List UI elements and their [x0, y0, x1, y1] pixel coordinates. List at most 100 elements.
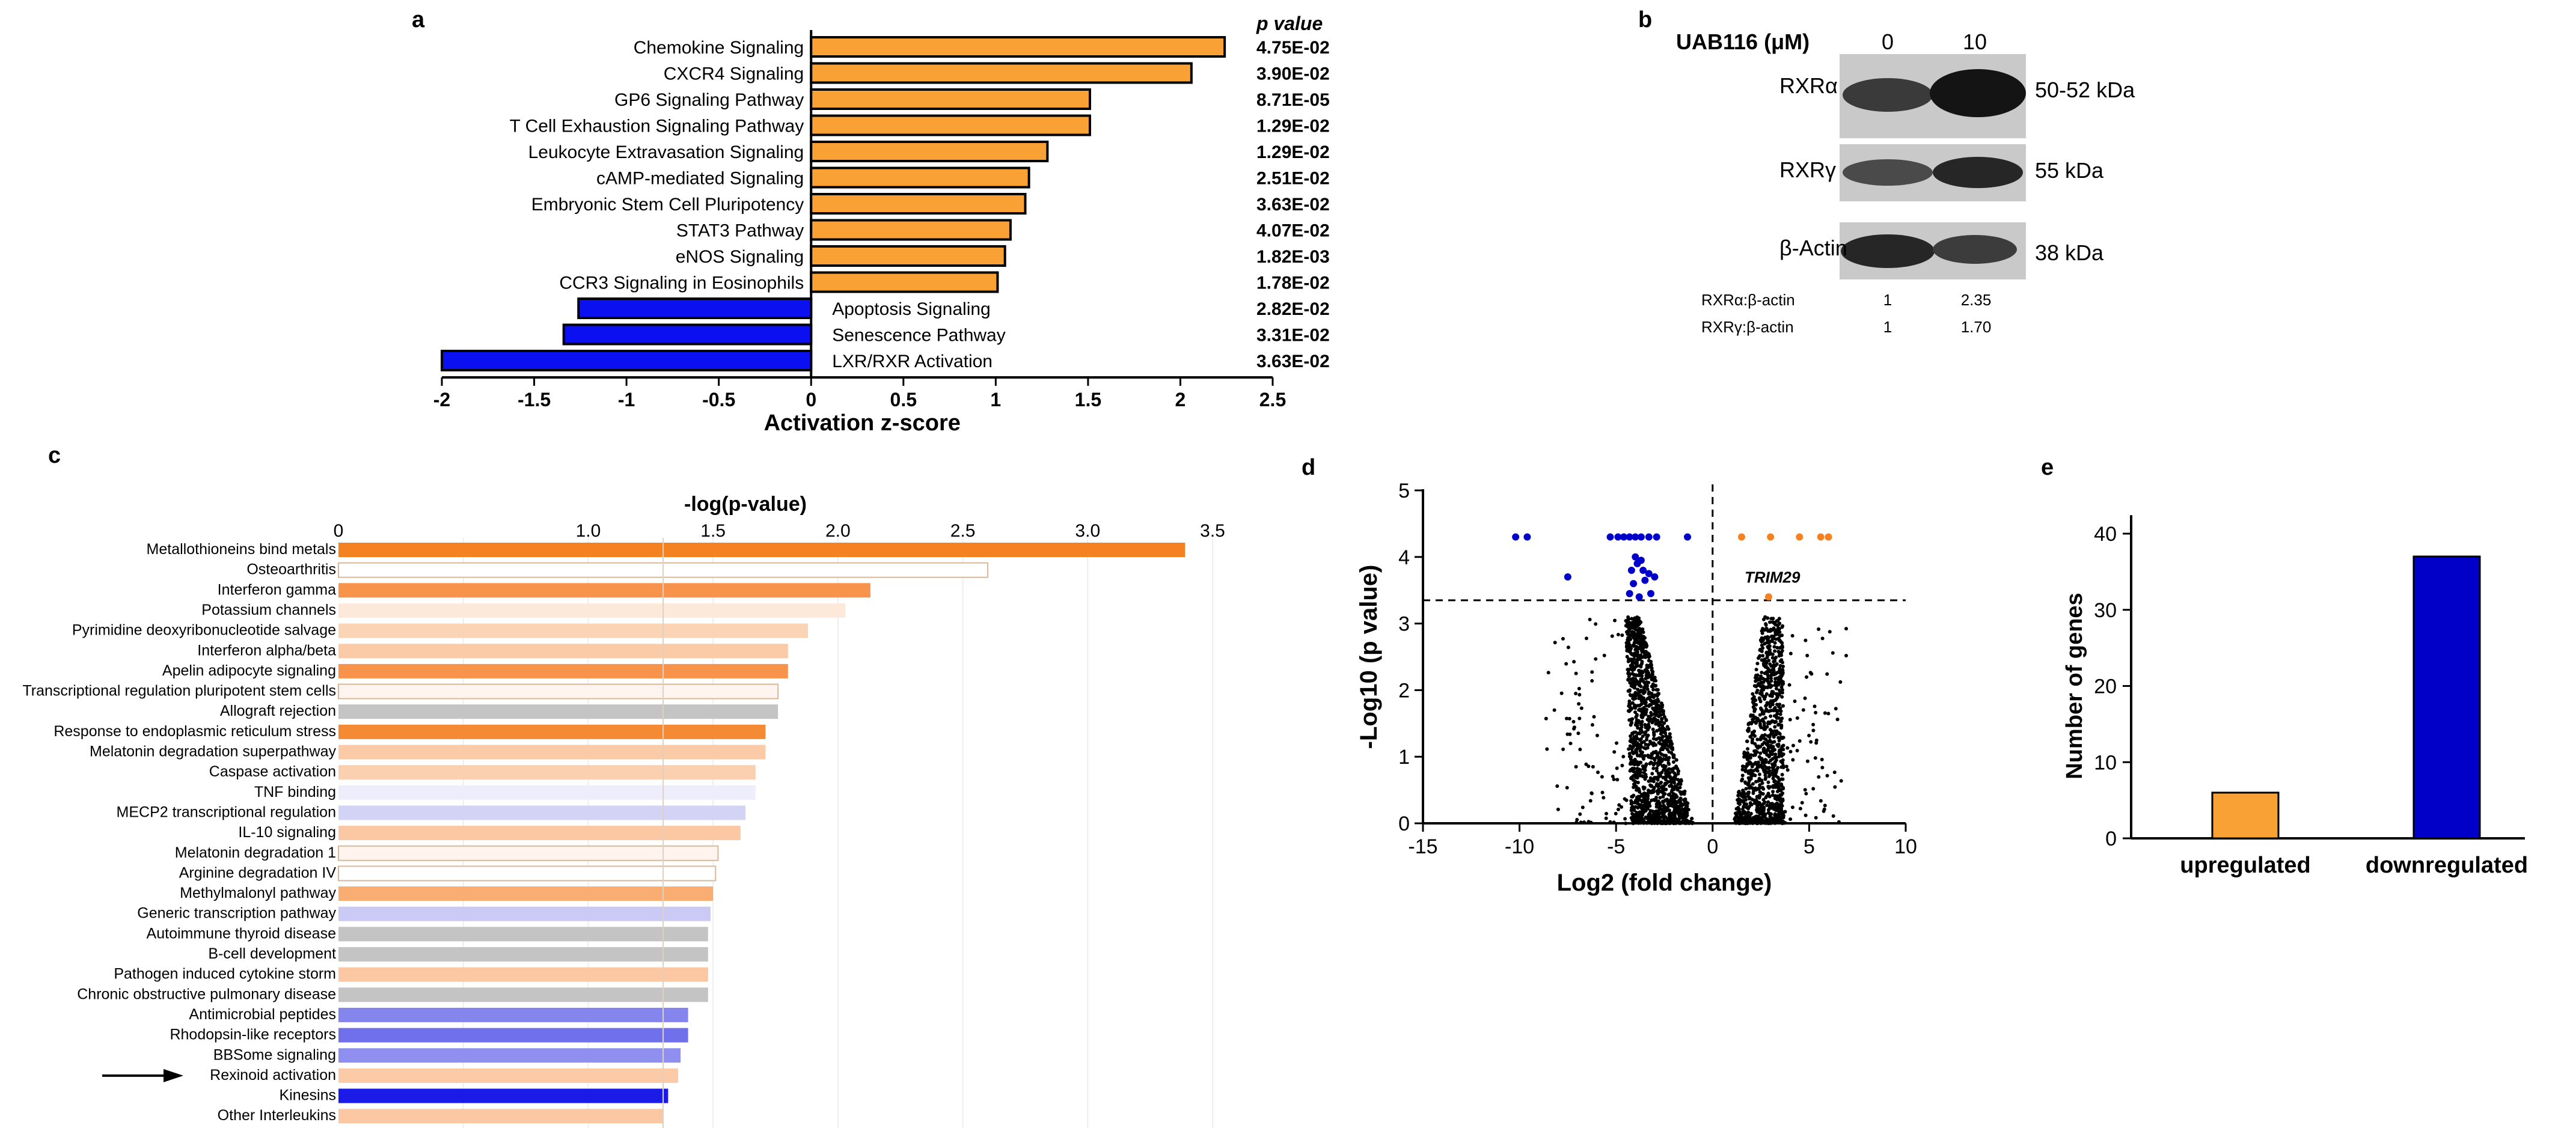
gene-point — [1768, 739, 1772, 743]
gene-point — [1649, 660, 1653, 664]
gene-point — [1627, 657, 1631, 661]
gene-point — [1602, 653, 1606, 657]
gene-point — [1751, 782, 1755, 786]
gene-point — [1784, 764, 1788, 769]
gene-point — [1760, 785, 1764, 790]
gene-point — [1797, 739, 1802, 743]
gene-point — [1665, 799, 1669, 803]
pathway-x-tick-label: 1.5 — [700, 521, 726, 541]
gene-point — [1586, 764, 1591, 769]
gene-point — [1749, 722, 1754, 726]
gene-point — [1633, 623, 1638, 627]
gene-point — [1638, 773, 1642, 778]
gene-point — [1766, 780, 1770, 784]
gene-point — [1625, 643, 1629, 647]
pathway-bar-interferon-gamma — [338, 583, 870, 598]
gene-point — [1567, 716, 1571, 721]
pathway-category-label: Methylmalonyl pathway — [180, 885, 336, 901]
zscore-bar-chemokine-signaling — [810, 36, 1226, 58]
gene-point — [1633, 798, 1638, 802]
gene-point — [1777, 617, 1781, 621]
gene-point — [1823, 803, 1827, 808]
pathway-category-label: Caspase activation — [209, 763, 336, 780]
gene-point — [1775, 619, 1779, 623]
zscore-x-tick-label: 0.5 — [890, 389, 917, 410]
zscore-pvalue: 1.29E-02 — [1256, 117, 1330, 136]
gene-point — [1736, 816, 1740, 820]
gene-point — [1748, 734, 1752, 739]
gene-point — [1733, 821, 1737, 825]
zscore-x-tick-label: 1.5 — [1075, 389, 1101, 410]
zscore-x-tick-label: -1 — [618, 389, 635, 410]
gene-point — [1636, 726, 1640, 730]
gene-point — [1632, 763, 1636, 767]
gene-point — [1772, 735, 1776, 739]
gene-point — [1556, 807, 1560, 811]
gene-point — [1776, 681, 1781, 685]
down-gene-point — [1564, 573, 1571, 581]
gene-point — [1630, 732, 1635, 736]
gene-point — [1647, 715, 1651, 719]
gene-point — [1764, 758, 1768, 762]
gene-point — [1751, 737, 1755, 741]
gene-point — [1632, 651, 1636, 656]
gene-point — [1785, 768, 1790, 772]
gene-point — [1576, 731, 1580, 736]
gene-point — [1769, 617, 1773, 621]
gene-point — [1661, 800, 1665, 805]
gene-point — [1611, 774, 1615, 778]
gene-point — [1641, 715, 1645, 719]
gene-point — [1664, 770, 1668, 775]
gene-point — [1765, 753, 1769, 757]
gene-point — [1817, 775, 1821, 779]
gene-point — [1781, 777, 1785, 781]
gene-point — [1750, 740, 1754, 745]
pathway-category-label: Pyrimidine deoxyribonucleotide salvage — [72, 622, 336, 639]
gene-point — [1671, 786, 1675, 790]
gene-point — [1577, 702, 1581, 706]
gene-point — [1637, 668, 1641, 672]
gene-point — [1664, 808, 1668, 812]
gene-point — [1766, 743, 1770, 748]
gene-point — [1672, 821, 1677, 825]
gene-point — [1629, 816, 1633, 820]
gene-point — [1632, 773, 1636, 778]
down-gene-point — [1645, 533, 1653, 541]
gene-point — [1671, 776, 1675, 780]
gene-point — [1763, 685, 1767, 689]
gene-point — [1591, 764, 1595, 769]
gene-point — [1764, 659, 1768, 663]
trim29-annotation: TRIM29 — [1745, 568, 1800, 586]
gene-point — [1595, 733, 1599, 737]
gene-point — [1650, 691, 1654, 695]
arrow-right-icon — [164, 1069, 183, 1082]
gene-point — [1670, 746, 1674, 751]
down-gene-point — [1651, 573, 1659, 581]
gene-point — [1761, 819, 1765, 823]
gene-point — [1631, 643, 1635, 647]
gene-point — [1781, 680, 1785, 684]
gene-point — [1776, 622, 1781, 626]
gene-point — [1741, 788, 1745, 793]
gene-point — [1638, 696, 1642, 700]
gene-point — [1746, 751, 1750, 755]
gene-point — [1734, 806, 1739, 811]
gene-point — [1769, 627, 1773, 632]
gene-point — [1645, 735, 1649, 739]
pathway-bar-pathogen-induced-cytokine-storm — [338, 967, 708, 982]
gene-point — [1633, 616, 1637, 620]
pathway-bar-arginine-degradation-iv — [338, 865, 717, 882]
down-gene-point — [1626, 590, 1633, 597]
gene-point — [1656, 754, 1660, 758]
gene-point — [1745, 802, 1749, 806]
gene-point — [1788, 817, 1793, 822]
gene-point — [1811, 787, 1816, 791]
gene-point — [1781, 668, 1785, 672]
gene-point — [1770, 639, 1774, 643]
gene-point — [1559, 691, 1564, 695]
gene-point — [1639, 662, 1644, 666]
gene-point — [1636, 629, 1640, 633]
pathway-bar-chronic-obstructive-pulmonary-disease — [338, 987, 708, 1002]
gene-point — [1772, 740, 1776, 744]
gene-point — [1754, 673, 1758, 677]
